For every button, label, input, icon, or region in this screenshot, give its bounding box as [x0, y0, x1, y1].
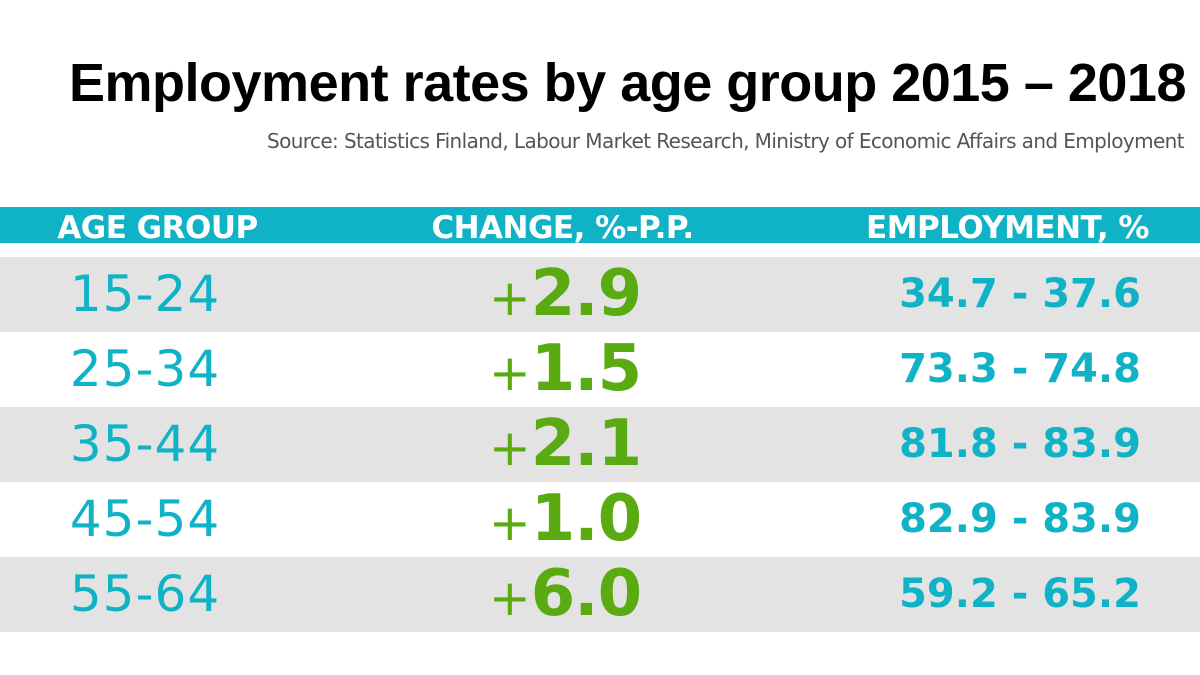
employment-range-cell: 81.8 - 83.9	[899, 421, 1141, 467]
change-cell: +2.1	[400, 407, 730, 482]
change-cell: +1.5	[400, 332, 730, 407]
change-sign: +	[488, 269, 531, 327]
change-value: 2.9	[530, 257, 642, 331]
column-header-employment: EMPLOYMENT, %	[866, 210, 1149, 246]
table-body: 15-24 +2.9 34.7 - 37.6 25-34 +1.5 73.3 -…	[0, 257, 1200, 632]
age-group-cell: 35-44	[69, 415, 221, 473]
age-group-cell: 25-34	[69, 340, 221, 398]
table-row: 35-44 +2.1 81.8 - 83.9	[0, 407, 1200, 482]
change-value: 1.0	[530, 482, 642, 556]
change-cell: +1.0	[400, 482, 730, 557]
change-sign: +	[488, 419, 531, 477]
age-group-cell: 55-64	[69, 565, 221, 623]
table-row: 45-54 +1.0 82.9 - 83.9	[0, 482, 1200, 557]
table-row: 25-34 +1.5 73.3 - 74.8	[0, 332, 1200, 407]
column-header-age-group: AGE GROUP	[57, 210, 258, 246]
employment-range-cell: 34.7 - 37.6	[899, 271, 1141, 317]
change-sign: +	[488, 344, 531, 402]
source-note: Source: Statistics Finland, Labour Marke…	[266, 129, 1185, 153]
chart-title: Employment rates by age group 2015 – 201…	[69, 53, 1186, 113]
change-cell: +6.0	[400, 557, 730, 632]
table-row: 15-24 +2.9 34.7 - 37.6	[0, 257, 1200, 332]
employment-range-cell: 73.3 - 74.8	[899, 346, 1141, 392]
change-cell: +2.9	[400, 257, 730, 332]
change-value: 2.1	[530, 407, 642, 481]
table-row: 55-64 +6.0 59.2 - 65.2	[0, 557, 1200, 632]
change-sign: +	[488, 569, 531, 627]
change-value: 6.0	[530, 557, 642, 631]
age-group-cell: 15-24	[69, 265, 221, 323]
employment-range-cell: 59.2 - 65.2	[899, 571, 1141, 617]
change-sign: +	[488, 494, 531, 552]
employment-range-cell: 82.9 - 83.9	[899, 496, 1141, 542]
age-group-cell: 45-54	[69, 490, 221, 548]
column-header-change: CHANGE, %-P.P.	[431, 210, 694, 246]
table-header: AGE GROUP CHANGE, %-P.P. EMPLOYMENT, %	[0, 207, 1200, 246]
change-value: 1.5	[530, 332, 642, 406]
